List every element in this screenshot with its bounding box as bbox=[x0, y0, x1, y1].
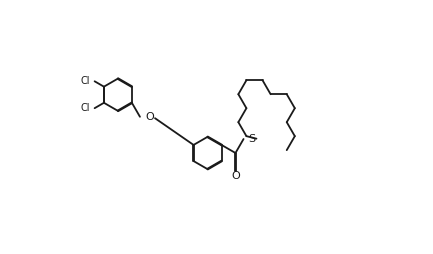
Text: Cl: Cl bbox=[81, 76, 90, 86]
Text: O: O bbox=[145, 113, 154, 122]
Text: Cl: Cl bbox=[81, 103, 90, 113]
Text: S: S bbox=[248, 134, 255, 144]
Text: O: O bbox=[231, 171, 240, 181]
